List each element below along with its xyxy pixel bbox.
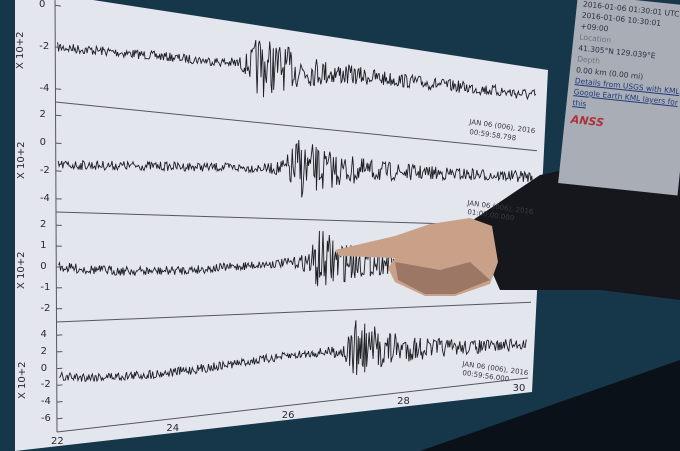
y-tick [54, 4, 61, 7]
x-tick-label: 24 [166, 422, 180, 434]
x-tick-label: 30 [512, 383, 526, 395]
scale-label: X 10+2 [15, 31, 27, 70]
y-tick [55, 88, 62, 90]
seismogram-trace [59, 320, 527, 383]
scale-label: X 10+2 [16, 361, 28, 400]
seismogram-traces [57, 40, 537, 383]
y-tick-label: 2 [40, 219, 47, 231]
y-tick-label: 2 [40, 345, 47, 357]
panel-divider [56, 301, 532, 323]
hand-shadow [395, 262, 490, 294]
y-tick-label: -4 [39, 82, 50, 94]
y-tick [56, 401, 63, 403]
x-tick-label: 22 [51, 436, 64, 447]
y-tick-label: 1 [40, 240, 47, 252]
y-tick-label: -2 [39, 164, 50, 176]
y-tick-label: 0 [40, 362, 48, 374]
seismogram-trace [57, 40, 537, 101]
scale-label: X 10+2 [16, 251, 28, 290]
y-tick-label: -2 [40, 302, 51, 314]
x-tick-label: 28 [397, 396, 410, 408]
seismogram-trace [57, 139, 533, 198]
y-tick-label: -4 [40, 396, 51, 408]
y-tick-label: -2 [39, 41, 50, 52]
y-tick [55, 114, 62, 117]
screen-bottom-dark [420, 360, 680, 451]
y-tick [56, 417, 63, 420]
y-tick-label: -6 [40, 412, 51, 424]
y-tick-label: 4 [40, 329, 47, 341]
y-tick-label: 0 [40, 261, 47, 272]
y-tick-label: 0 [39, 0, 46, 11]
x-tick-label: 26 [281, 409, 295, 421]
panel-divider [55, 101, 538, 152]
y-tick-label: -4 [39, 192, 50, 204]
y-tick-label: 2 [39, 109, 46, 121]
y-axis [54, 0, 58, 433]
event-info-panel: 2016-01-06 01:30:01 UTC 2016-01-06 10:30… [558, 0, 680, 196]
y-tick-label: -1 [40, 281, 51, 293]
y-tick-label: -2 [40, 379, 51, 391]
y-tick [55, 46, 62, 49]
y-tick-label: 0 [39, 137, 47, 149]
panel-divider [56, 377, 529, 433]
scale-label: X 10+2 [15, 141, 27, 180]
